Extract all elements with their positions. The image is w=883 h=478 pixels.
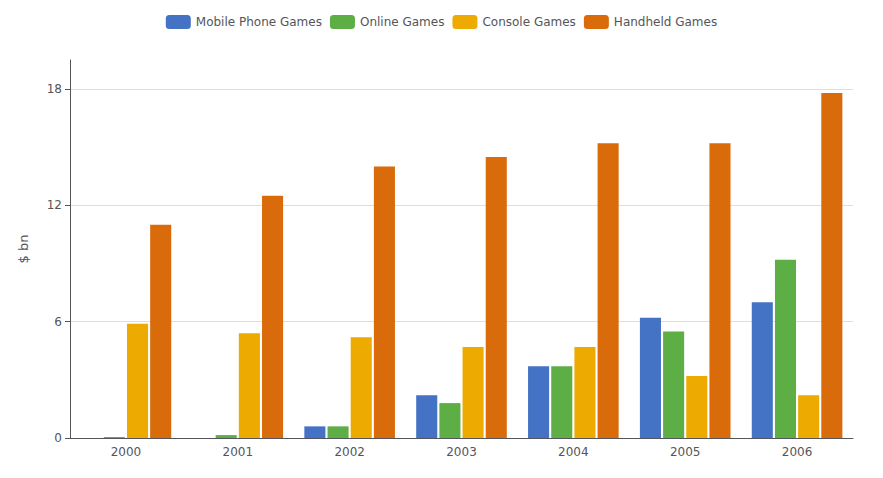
svg-text:Online Games: Online Games bbox=[360, 15, 445, 29]
svg-text:12: 12 bbox=[47, 198, 62, 212]
svg-text:2005: 2005 bbox=[670, 445, 701, 459]
svg-text:Handheld Games: Handheld Games bbox=[614, 15, 717, 29]
svg-text:0: 0 bbox=[54, 431, 62, 445]
svg-text:2004: 2004 bbox=[558, 445, 589, 459]
svg-text:18: 18 bbox=[47, 82, 62, 96]
svg-text:Console Games: Console Games bbox=[482, 15, 575, 29]
svg-text:6: 6 bbox=[54, 315, 62, 329]
svg-text:2001: 2001 bbox=[223, 445, 254, 459]
svg-text:2002: 2002 bbox=[334, 445, 365, 459]
svg-text:2006: 2006 bbox=[782, 445, 813, 459]
svg-text:2003: 2003 bbox=[446, 445, 477, 459]
svg-text:Mobile Phone Games: Mobile Phone Games bbox=[196, 15, 322, 29]
svg-text:2000: 2000 bbox=[111, 445, 142, 459]
svg-text:$ bn: $ bn bbox=[16, 235, 31, 264]
